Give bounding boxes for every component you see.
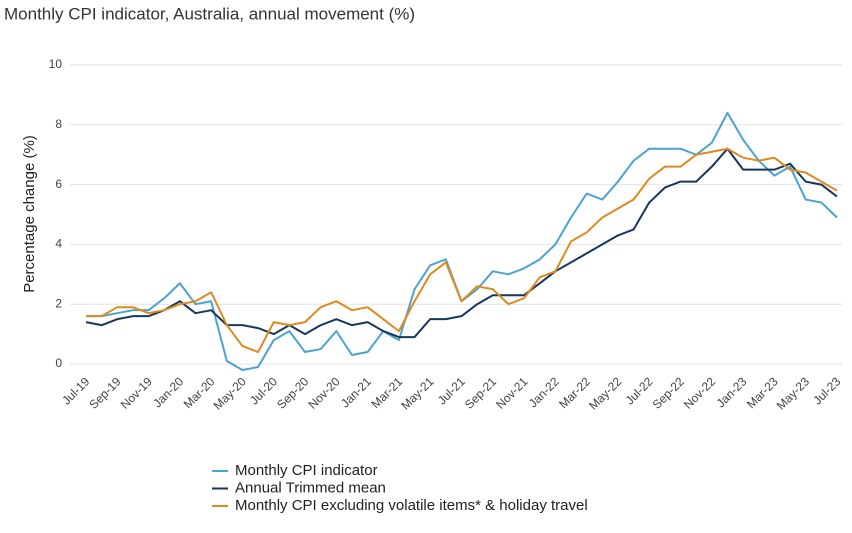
x-tick-label: Nov-21 [493,374,530,411]
x-tick-label: Nov-20 [305,374,342,411]
x-tick-label: Jan-22 [526,374,562,410]
x-tick-label: Jan-21 [338,374,374,410]
y-tick-label: 6 [55,177,62,191]
x-tick-label: Sep-20 [274,374,311,411]
legend-label: Monthly CPI excluding volatile items* & … [235,497,588,514]
x-tick-label: Jan-20 [150,374,186,410]
x-tick-label: Sep-19 [86,374,123,411]
y-axis-label: Percentage change (%) [21,135,38,293]
chart-title: Monthly CPI indicator, Australia, annual… [4,4,415,23]
x-tick-label: May-22 [586,374,624,412]
x-tick-label: Nov-19 [118,374,155,411]
line-series [85,147,838,339]
y-tick-label: 2 [55,296,62,310]
y-tick-label: 10 [49,57,63,71]
y-tick-label: 0 [55,356,62,370]
x-tick-label: Sep-21 [462,374,499,411]
x-tick-label: May-23 [774,374,812,412]
legend-label: Monthly CPI indicator [235,462,378,479]
line-series [86,147,838,354]
y-tick-label: 4 [55,237,62,251]
x-tick-label: May-21 [398,374,436,412]
x-tick-label: Sep-22 [650,374,687,411]
x-tick-label: Nov-22 [681,374,718,411]
y-tick-label: 8 [55,117,62,131]
x-tick-label: Jan-23 [714,374,750,410]
x-tick-label: Jul-23 [810,374,843,407]
x-tick-label: May-20 [211,374,249,412]
legend-label: Annual Trimmed mean [235,479,386,496]
